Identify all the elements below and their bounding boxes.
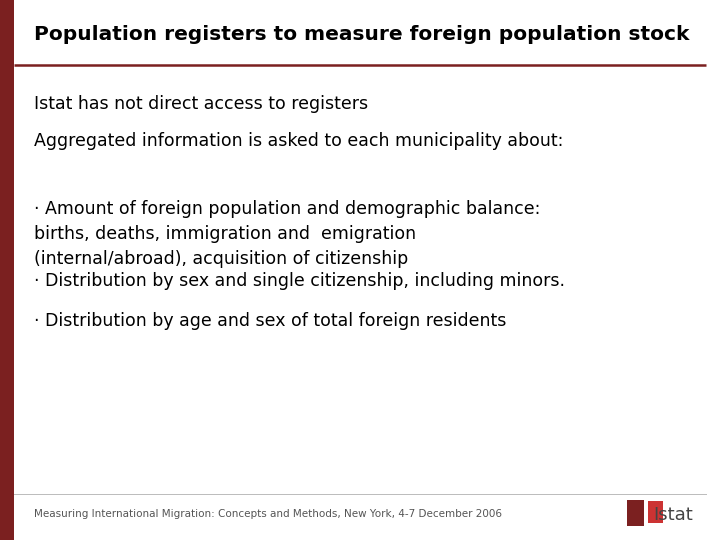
Text: · Distribution by sex and single citizenship, including minors.: · Distribution by sex and single citizen… [34,272,565,290]
Text: Population registers to measure foreign population stock: Population registers to measure foreign … [34,25,689,44]
Bar [648,501,663,523]
Text: Aggregated information is asked to each municipality about:: Aggregated information is asked to each … [34,132,563,150]
Text: Measuring International Migration: Concepts and Methods, New York, 4-7 December : Measuring International Migration: Conce… [34,509,502,519]
Text: Istat has not direct access to registers: Istat has not direct access to registers [34,95,368,113]
Text: Istat: Istat [653,506,693,524]
Bar [627,500,644,526]
Text: · Amount of foreign population and demographic balance:
births, deaths, immigrat: · Amount of foreign population and demog… [34,200,541,268]
Bar [0,0,14,540]
Text: · Distribution by age and sex of total foreign residents: · Distribution by age and sex of total f… [34,312,506,330]
